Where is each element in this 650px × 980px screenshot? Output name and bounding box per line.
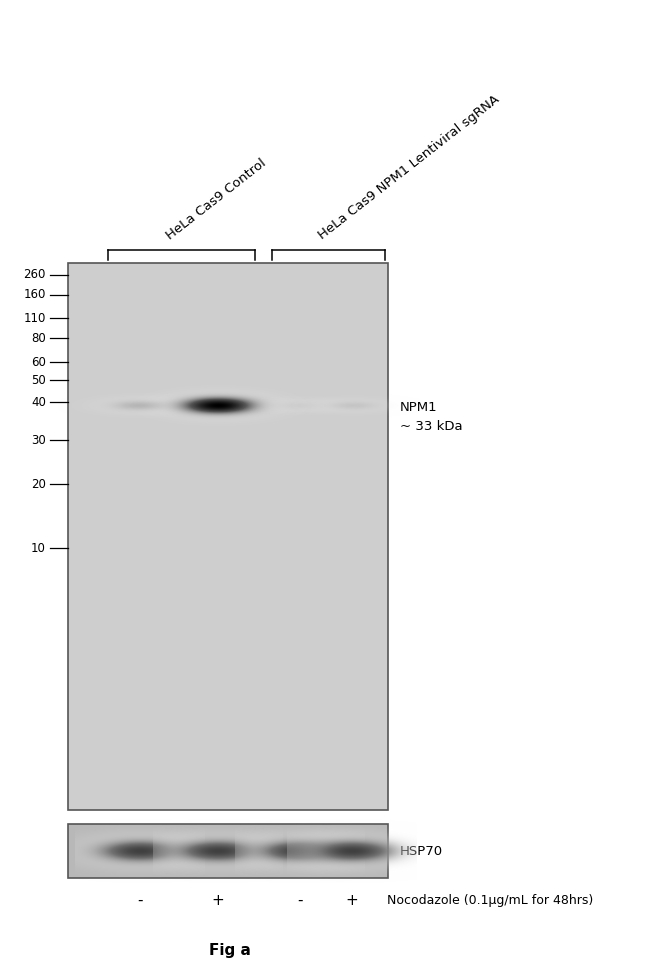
Text: -: - bbox=[297, 893, 303, 907]
Text: 260: 260 bbox=[23, 269, 46, 281]
Text: NPM1
~ 33 kDa: NPM1 ~ 33 kDa bbox=[400, 401, 463, 433]
Text: 30: 30 bbox=[31, 433, 46, 447]
Text: HSP70: HSP70 bbox=[400, 845, 443, 858]
Text: -: - bbox=[137, 893, 143, 907]
Text: Nocodazole (0.1μg/mL for 48hrs): Nocodazole (0.1μg/mL for 48hrs) bbox=[387, 894, 593, 906]
Bar bbox=[68, 824, 388, 878]
Text: +: + bbox=[346, 893, 358, 907]
Text: 50: 50 bbox=[31, 373, 46, 386]
Text: 60: 60 bbox=[31, 356, 46, 368]
Bar bbox=[68, 263, 388, 810]
Text: +: + bbox=[212, 893, 224, 907]
Text: 40: 40 bbox=[31, 396, 46, 409]
Text: 10: 10 bbox=[31, 542, 46, 555]
Text: 160: 160 bbox=[23, 288, 46, 302]
Text: 20: 20 bbox=[31, 477, 46, 491]
Text: HeLa Cas9 Control: HeLa Cas9 Control bbox=[164, 156, 268, 242]
Text: 110: 110 bbox=[23, 312, 46, 324]
Text: 80: 80 bbox=[31, 331, 46, 345]
Text: Fig a: Fig a bbox=[209, 943, 251, 957]
Text: HeLa Cas9 NPM1 Lentiviral sgRNA: HeLa Cas9 NPM1 Lentiviral sgRNA bbox=[315, 93, 502, 242]
